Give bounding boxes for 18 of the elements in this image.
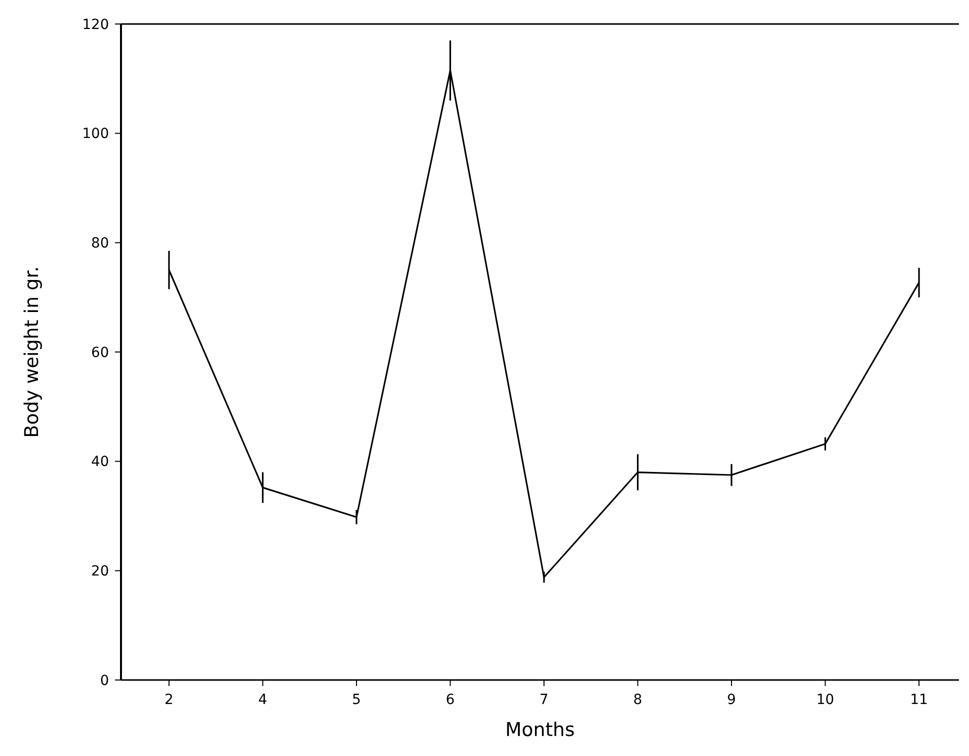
y-tick-label: 0 (100, 672, 109, 689)
x-tick-label: 10 (816, 692, 834, 708)
y-tick-label: 80 (91, 236, 109, 252)
y-tick-label: 120 (82, 16, 109, 33)
x-tick-label: 2 (164, 692, 174, 708)
x-tick-label: 5 (352, 692, 361, 708)
y-tick-label: 40 (91, 454, 109, 470)
y-tick-label: 100 (82, 126, 109, 142)
x-tick-label: 9 (727, 692, 736, 708)
x-tick-label: 6 (446, 692, 455, 708)
x-tick-label: 7 (540, 692, 548, 708)
y-tick-label: 60 (91, 344, 109, 361)
y-tick-label: 20 (91, 564, 109, 580)
x-tick-label: 8 (633, 692, 642, 708)
x-axis-title: Months (505, 719, 575, 741)
x-tick-label: 11 (910, 692, 928, 708)
x-tick-label: 4 (258, 692, 268, 708)
y-axis-title: Body weight in gr. (21, 266, 43, 438)
